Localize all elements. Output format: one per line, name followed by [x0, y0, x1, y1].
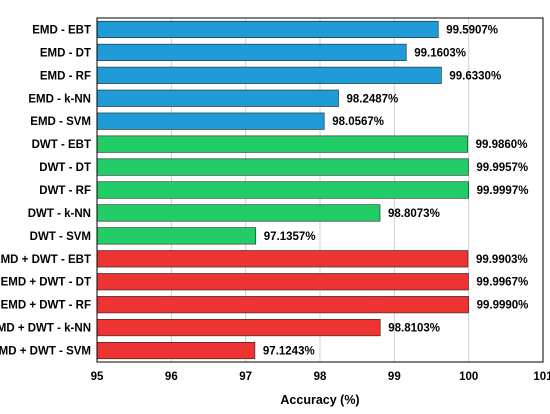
bar: [96, 43, 407, 61]
bar: [96, 227, 257, 245]
x-tick-label: 101: [533, 371, 550, 383]
bar: [96, 158, 469, 176]
bar: [96, 341, 256, 360]
category-label: EMD + DWT - DT: [1, 277, 91, 289]
value-label: 98.8073%: [388, 208, 440, 220]
value-label: 97.1357%: [264, 231, 316, 243]
bar: [96, 89, 339, 107]
category-label: EMD + DWT - k-NN: [0, 323, 91, 335]
bar: [96, 181, 469, 199]
category-label: EMD - SVM: [30, 116, 91, 128]
x-tick-label: 97: [239, 371, 252, 383]
x-tick-label: 98: [314, 371, 327, 383]
bar: [96, 204, 381, 222]
bars: [96, 20, 469, 360]
x-tick-label: 99: [388, 371, 401, 383]
bar: [96, 319, 381, 337]
value-label: 99.5907%: [446, 24, 498, 36]
x-tick-labels: 95 96 97 98 99 100 101: [91, 371, 550, 383]
value-label: 98.8103%: [388, 323, 440, 335]
value-label: 99.9967%: [476, 277, 528, 289]
category-label: DWT - k-NN: [28, 208, 91, 220]
x-axis-title: Accuracy (%): [280, 393, 359, 407]
x-tick-label: 96: [165, 371, 178, 383]
category-label: EMD + DWT - SVM: [0, 346, 91, 358]
category-label: EMD - k-NN: [28, 93, 91, 105]
category-label: EMD + DWT - RF: [1, 300, 91, 312]
value-label: 97.1243%: [263, 346, 315, 358]
value-label: 98.0567%: [332, 116, 384, 128]
category-label: DWT - DT: [39, 162, 91, 174]
category-label: EMD - RF: [40, 70, 91, 82]
value-label: 99.9860%: [476, 139, 528, 151]
category-label: DWT - EBT: [32, 139, 91, 151]
category-label: DWT - RF: [39, 185, 91, 197]
bar: [96, 112, 325, 130]
plot-frame: [96, 17, 544, 363]
x-tick-label: 100: [459, 371, 478, 383]
bar: [96, 250, 469, 268]
category-label: EMD - EBT: [32, 24, 91, 36]
value-label: 98.2487%: [346, 93, 398, 105]
value-labels: 99.5907% 99.1603% 99.6330% 98.2487% 98.0567%…: [263, 24, 529, 357]
category-label: EMD + DWT - EBT: [0, 254, 91, 266]
value-label: 99.1603%: [414, 47, 466, 59]
value-label: 99.6330%: [449, 70, 501, 82]
category-label: EMD - DT: [40, 47, 91, 59]
bar: [96, 135, 468, 153]
bar: [96, 66, 442, 84]
value-label: 99.9990%: [477, 300, 529, 312]
x-tick-label: 95: [91, 371, 104, 383]
category-labels: EMD - EBT EMD - DT EMD - RF EMD - k-NN EMD -…: [0, 24, 91, 357]
value-label: 99.9997%: [477, 185, 529, 197]
value-label: 99.9957%: [476, 162, 528, 174]
bar: [96, 296, 469, 314]
bar: [96, 20, 439, 39]
bar: [96, 273, 469, 291]
category-label: DWT - SVM: [30, 231, 91, 243]
value-label: 99.9903%: [476, 254, 528, 266]
